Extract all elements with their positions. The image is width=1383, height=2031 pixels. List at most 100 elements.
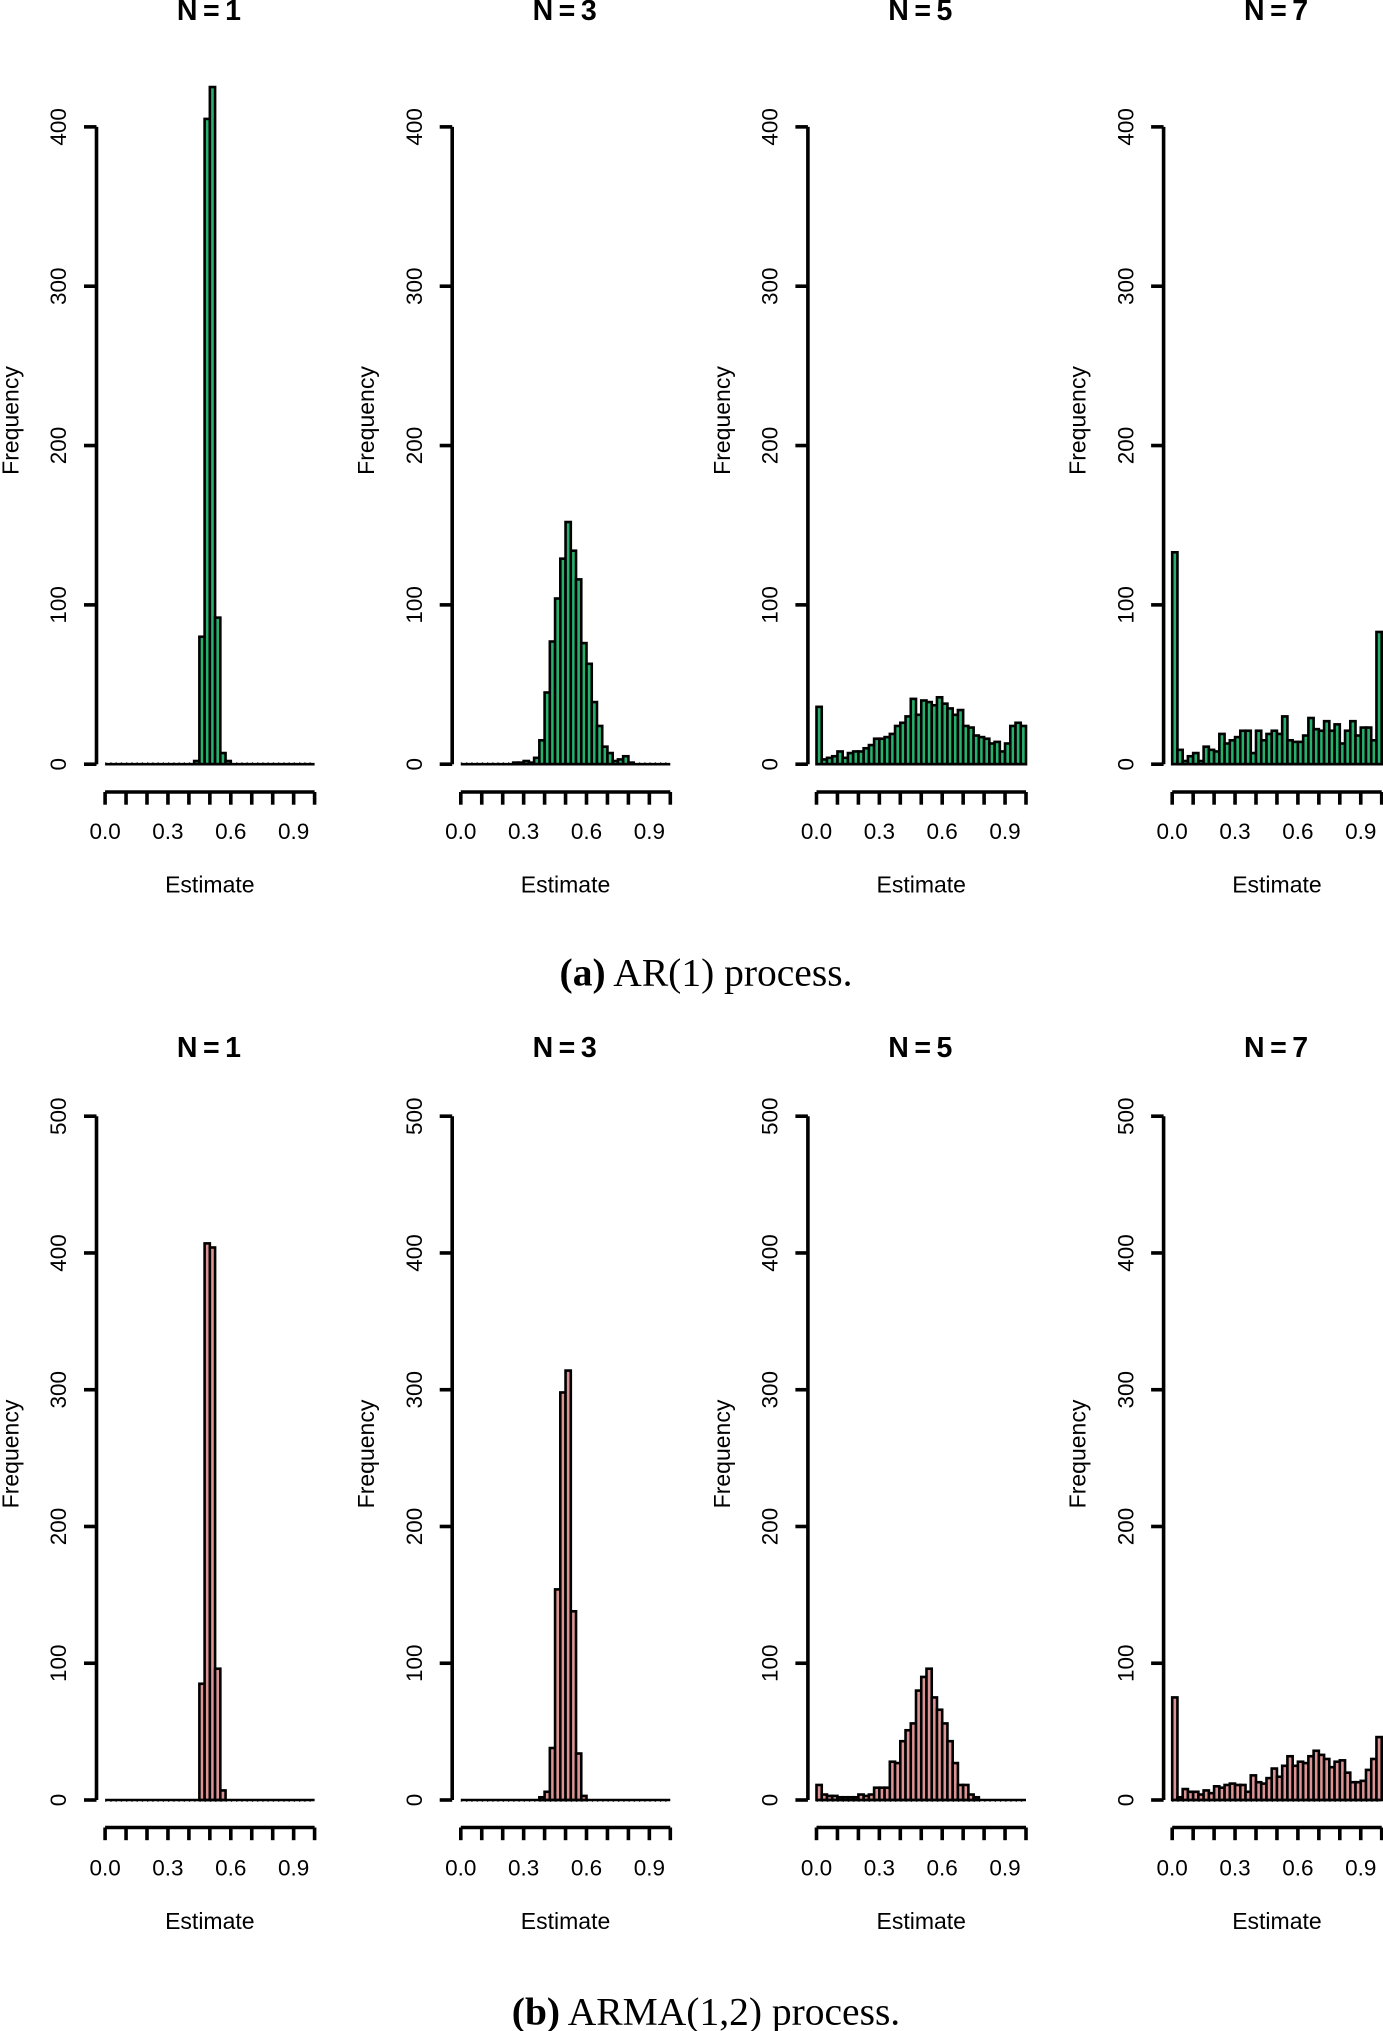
svg-text:0.9: 0.9 — [989, 819, 1020, 844]
svg-text:(a) AR(1) process.: (a) AR(1) process. — [560, 951, 853, 995]
svg-text:0.6: 0.6 — [927, 1856, 958, 1881]
svg-text:0.0: 0.0 — [89, 819, 120, 844]
svg-text:N = 1: N = 1 — [177, 0, 241, 27]
svg-text:300: 300 — [1113, 1371, 1138, 1409]
svg-text:300: 300 — [402, 1371, 427, 1409]
svg-text:N = 7: N = 7 — [1244, 0, 1307, 27]
svg-text:100: 100 — [402, 1644, 427, 1682]
svg-text:400: 400 — [1113, 108, 1138, 146]
svg-text:0: 0 — [46, 758, 71, 771]
svg-text:200: 200 — [402, 427, 427, 465]
svg-text:0: 0 — [402, 1794, 427, 1807]
svg-text:200: 200 — [1113, 1508, 1138, 1546]
svg-text:0.6: 0.6 — [571, 819, 602, 844]
svg-text:200: 200 — [758, 1508, 783, 1546]
svg-text:400: 400 — [402, 1234, 427, 1272]
svg-text:Estimate: Estimate — [165, 872, 254, 898]
svg-text:Frequency: Frequency — [1065, 366, 1091, 475]
svg-text:Frequency: Frequency — [353, 366, 379, 475]
svg-text:Estimate: Estimate — [521, 872, 610, 898]
svg-text:300: 300 — [46, 1371, 71, 1409]
svg-text:N = 1: N = 1 — [177, 1032, 241, 1064]
svg-text:0.0: 0.0 — [89, 1856, 120, 1881]
svg-text:0.0: 0.0 — [445, 819, 476, 844]
svg-text:0: 0 — [758, 758, 783, 771]
svg-text:400: 400 — [402, 108, 427, 146]
svg-text:400: 400 — [758, 1234, 783, 1272]
svg-text:0.3: 0.3 — [1219, 819, 1250, 844]
svg-text:0.9: 0.9 — [989, 1856, 1020, 1881]
svg-text:0.3: 0.3 — [508, 819, 539, 844]
svg-text:0.3: 0.3 — [152, 819, 183, 844]
svg-text:100: 100 — [758, 1644, 783, 1682]
svg-text:Estimate: Estimate — [1232, 872, 1321, 898]
svg-text:Estimate: Estimate — [877, 872, 966, 898]
svg-text:Frequency: Frequency — [709, 1399, 735, 1508]
svg-text:400: 400 — [758, 108, 783, 146]
svg-text:200: 200 — [402, 1508, 427, 1546]
svg-text:0.9: 0.9 — [634, 1856, 665, 1881]
svg-text:300: 300 — [402, 267, 427, 305]
svg-text:100: 100 — [1113, 586, 1138, 624]
svg-text:0: 0 — [1113, 758, 1138, 771]
svg-text:500: 500 — [46, 1097, 71, 1135]
svg-text:500: 500 — [1113, 1097, 1138, 1135]
svg-text:0.9: 0.9 — [1345, 819, 1376, 844]
svg-text:100: 100 — [46, 1644, 71, 1682]
svg-text:0.3: 0.3 — [864, 1856, 895, 1881]
svg-text:400: 400 — [46, 1234, 71, 1272]
svg-text:N = 5: N = 5 — [888, 1032, 952, 1064]
svg-text:(b) ARMA(1,2) process.: (b) ARMA(1,2) process. — [512, 1990, 900, 2031]
svg-text:100: 100 — [46, 586, 71, 624]
svg-text:Estimate: Estimate — [877, 1908, 966, 1934]
svg-text:0.6: 0.6 — [1282, 1856, 1313, 1881]
svg-text:Estimate: Estimate — [165, 1908, 254, 1934]
svg-text:0.0: 0.0 — [1157, 819, 1188, 844]
svg-text:0: 0 — [758, 1794, 783, 1807]
svg-text:0.9: 0.9 — [634, 819, 665, 844]
svg-text:0.9: 0.9 — [1345, 1856, 1376, 1881]
svg-text:0.0: 0.0 — [801, 819, 832, 844]
svg-text:0.3: 0.3 — [152, 1856, 183, 1881]
svg-text:100: 100 — [402, 586, 427, 624]
svg-text:Estimate: Estimate — [1232, 1908, 1321, 1934]
svg-text:200: 200 — [46, 1508, 71, 1546]
svg-text:Frequency: Frequency — [353, 1399, 379, 1508]
svg-text:N = 3: N = 3 — [533, 0, 596, 27]
svg-text:300: 300 — [46, 267, 71, 305]
svg-text:0.6: 0.6 — [1282, 819, 1313, 844]
svg-text:300: 300 — [758, 267, 783, 305]
svg-text:300: 300 — [1113, 267, 1138, 305]
svg-text:400: 400 — [1113, 1234, 1138, 1272]
svg-text:100: 100 — [1113, 1644, 1138, 1682]
svg-text:0.6: 0.6 — [215, 819, 246, 844]
svg-text:0.0: 0.0 — [445, 1856, 476, 1881]
svg-text:Frequency: Frequency — [1065, 1399, 1091, 1508]
svg-text:N = 3: N = 3 — [533, 1032, 596, 1064]
svg-text:Frequency: Frequency — [0, 366, 23, 475]
svg-text:Frequency: Frequency — [0, 1399, 23, 1508]
svg-text:0.0: 0.0 — [801, 1856, 832, 1881]
svg-text:N = 5: N = 5 — [888, 0, 952, 27]
svg-text:0.0: 0.0 — [1157, 1856, 1188, 1881]
svg-text:400: 400 — [46, 108, 71, 146]
svg-text:Frequency: Frequency — [709, 366, 735, 475]
svg-text:N = 7: N = 7 — [1244, 1032, 1307, 1064]
svg-text:0.6: 0.6 — [571, 1856, 602, 1881]
svg-text:500: 500 — [402, 1097, 427, 1135]
svg-text:0.9: 0.9 — [278, 1856, 309, 1881]
svg-text:0.3: 0.3 — [864, 819, 895, 844]
svg-text:0: 0 — [46, 1794, 71, 1807]
svg-text:0: 0 — [1113, 1794, 1138, 1807]
svg-text:500: 500 — [758, 1097, 783, 1135]
svg-text:0.6: 0.6 — [927, 819, 958, 844]
svg-text:Estimate: Estimate — [521, 1908, 610, 1934]
svg-text:300: 300 — [758, 1371, 783, 1409]
svg-text:0.3: 0.3 — [1219, 1856, 1250, 1881]
svg-text:200: 200 — [1113, 427, 1138, 465]
svg-text:0.6: 0.6 — [215, 1856, 246, 1881]
svg-text:0: 0 — [402, 758, 427, 771]
svg-text:200: 200 — [758, 427, 783, 465]
svg-text:0.3: 0.3 — [508, 1856, 539, 1881]
svg-text:200: 200 — [46, 427, 71, 465]
